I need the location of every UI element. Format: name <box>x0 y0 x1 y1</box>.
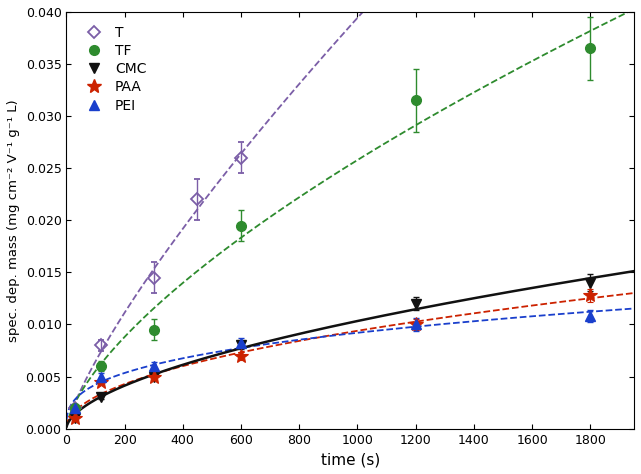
Y-axis label: spec. dep. mass (mg cm⁻² V⁻¹ g⁻¹ L): spec. dep. mass (mg cm⁻² V⁻¹ g⁻¹ L) <box>7 99 20 342</box>
X-axis label: time (s): time (s) <box>320 452 380 467</box>
Legend: T, TF, CMC, PAA, PEI: T, TF, CMC, PAA, PEI <box>73 19 153 119</box>
